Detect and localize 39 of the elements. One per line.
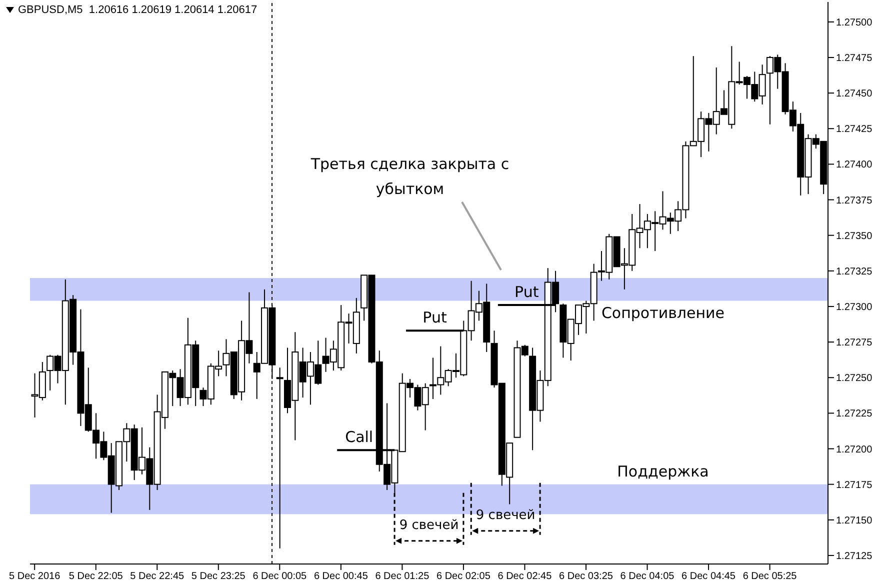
annotation: Put xyxy=(422,308,447,327)
y-tick-label: 1.27250 xyxy=(836,373,873,384)
y-tick-label: 1.27200 xyxy=(836,444,873,456)
y-tick-label: 1.27150 xyxy=(836,515,873,526)
annotation: Call xyxy=(345,428,374,446)
y-tick-label: 1.27125 xyxy=(836,551,873,562)
x-tick-label: 5 Dec 22:05 xyxy=(68,571,124,582)
x-tick-label: 5 Dec 2016 xyxy=(9,571,61,582)
x-tick-label: 6 Dec 02:05 xyxy=(436,571,491,582)
x-tick-label: 6 Dec 02:45 xyxy=(498,571,552,582)
y-tick-label: 1.27450 xyxy=(836,88,873,100)
x-tick-label: 6 Dec 01:25 xyxy=(375,571,430,582)
y-tick-label: 1.27300 xyxy=(836,302,873,314)
y-tick-label: 1.27500 xyxy=(836,17,873,28)
y-tick-label: 1.27275 xyxy=(836,338,873,349)
y-tick-label: 1.27425 xyxy=(836,124,873,136)
x-tick-label: 6 Dec 00:05 xyxy=(252,571,308,582)
annotation: 9 свечей xyxy=(476,508,536,523)
y-tick-label: 1.27375 xyxy=(836,195,873,206)
x-tick-label: 5 Dec 23:25 xyxy=(191,571,246,582)
annotation: Третья сделка закрыта с убытком xyxy=(310,154,510,200)
x-tick-label: 6 Dec 05:25 xyxy=(742,571,798,582)
x-tick-label: 6 Dec 04:45 xyxy=(682,571,736,582)
y-tick-label: 1.27325 xyxy=(836,266,873,278)
y-tick-label: 1.27175 xyxy=(836,480,873,491)
candlestick xyxy=(276,367,284,549)
x-tick-label: 5 Dec 22:45 xyxy=(130,571,185,582)
y-tick-label: 1.27350 xyxy=(836,230,873,242)
annotation: 9 свечей xyxy=(399,518,459,533)
x-tick-label: 6 Dec 04:05 xyxy=(620,571,675,582)
x-tick-label: 6 Dec 00:45 xyxy=(314,571,368,582)
annotation: Put xyxy=(514,283,539,302)
y-tick-label: 1.27475 xyxy=(836,53,873,64)
band-label: Поддержка xyxy=(617,462,709,480)
x-tick-label: 6 Dec 03:25 xyxy=(559,571,614,582)
y-tick-label: 1.27225 xyxy=(836,408,873,420)
chart-title: GBPUSD,M5 1.20616 1.20619 1.20614 1.20617 xyxy=(18,4,258,16)
band-label: Сопротивление xyxy=(601,304,725,322)
y-tick-label: 1.27400 xyxy=(836,160,873,171)
